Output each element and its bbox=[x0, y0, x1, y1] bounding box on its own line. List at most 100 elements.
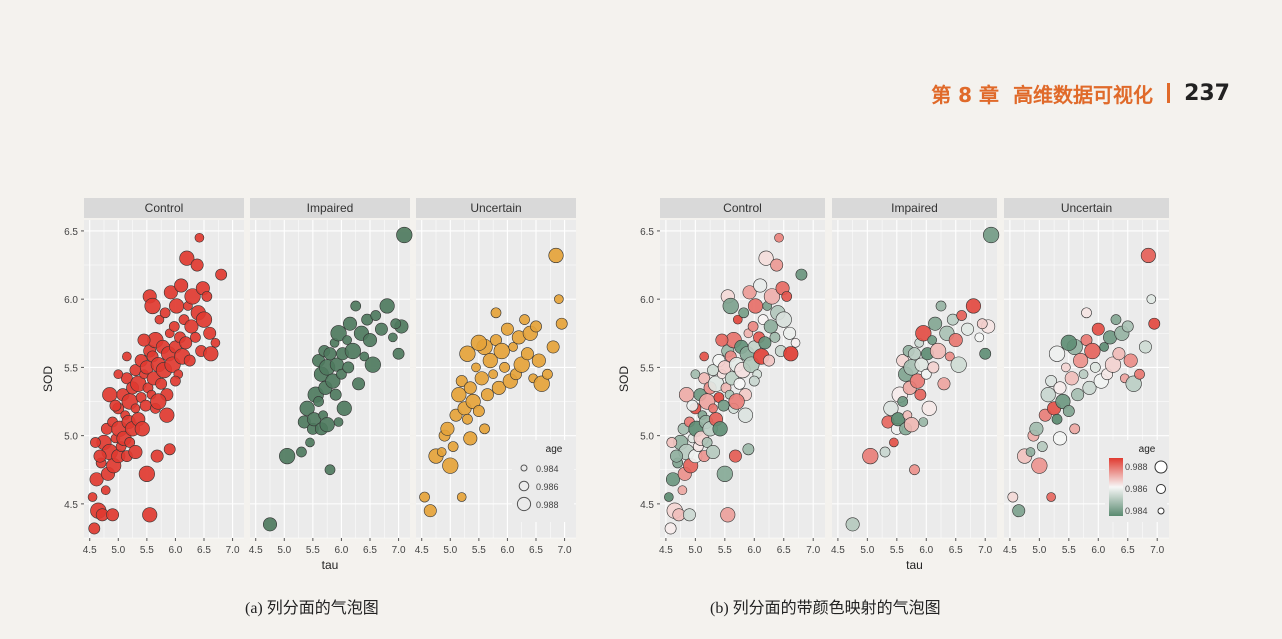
data-point bbox=[296, 446, 307, 458]
data-point bbox=[1064, 371, 1079, 386]
x-tick-label: 6.0 bbox=[168, 545, 182, 556]
data-point bbox=[508, 342, 518, 352]
data-point bbox=[465, 393, 481, 410]
data-point bbox=[1025, 447, 1036, 457]
data-point bbox=[493, 342, 510, 360]
data-point bbox=[1091, 322, 1105, 336]
data-point bbox=[928, 316, 943, 331]
x-tick-label: 7.0 bbox=[1150, 545, 1164, 556]
data-point bbox=[174, 278, 189, 293]
y-tick-label: 4.5 bbox=[640, 500, 654, 511]
data-point bbox=[440, 421, 455, 436]
data-point bbox=[128, 445, 143, 460]
data-point bbox=[1134, 368, 1145, 380]
y-tick-label: 6.5 bbox=[64, 227, 78, 238]
data-point bbox=[670, 449, 683, 463]
chapter-title: 高维数据可视化 bbox=[1013, 82, 1154, 107]
y-axis-label: SOD bbox=[41, 366, 55, 392]
data-point bbox=[333, 417, 344, 427]
data-point bbox=[480, 388, 494, 402]
data-point bbox=[1148, 317, 1161, 330]
x-tick-label: 4.5 bbox=[83, 545, 97, 556]
data-point bbox=[396, 226, 413, 244]
data-point bbox=[190, 332, 201, 343]
data-point bbox=[763, 354, 775, 367]
data-point bbox=[195, 311, 213, 328]
x-tick-label: 5.0 bbox=[277, 545, 291, 556]
data-point bbox=[747, 298, 764, 314]
data-point bbox=[329, 388, 342, 401]
legend-label: 0.984 bbox=[536, 464, 559, 474]
x-tick-label: 5.0 bbox=[443, 545, 457, 556]
data-point bbox=[490, 307, 502, 319]
data-point bbox=[342, 316, 357, 331]
data-point bbox=[909, 464, 920, 476]
legend-colorbar bbox=[1109, 458, 1123, 516]
x-tick-label: 5.0 bbox=[1032, 545, 1046, 556]
data-point bbox=[100, 485, 111, 496]
data-point bbox=[279, 448, 296, 465]
data-point bbox=[374, 322, 388, 336]
data-point bbox=[542, 368, 553, 380]
data-point bbox=[770, 258, 784, 272]
x-tick-label: 5.0 bbox=[860, 545, 874, 556]
data-point bbox=[1146, 294, 1157, 304]
data-point bbox=[342, 361, 355, 374]
data-point bbox=[447, 441, 459, 452]
caption-b: (b) 列分面的带颜色映射的气泡图 bbox=[710, 600, 941, 617]
x-tick-label: 4.5 bbox=[1003, 545, 1017, 556]
data-point bbox=[790, 338, 801, 348]
data-point bbox=[665, 472, 680, 487]
data-point bbox=[1104, 356, 1122, 373]
data-point bbox=[1007, 491, 1019, 503]
x-tick-label: 6.5 bbox=[529, 545, 543, 556]
x-tick-label: 7.0 bbox=[558, 545, 572, 556]
x-tick-label: 5.5 bbox=[472, 545, 486, 556]
x-tick-label: 6.5 bbox=[949, 545, 963, 556]
data-point bbox=[370, 310, 382, 321]
legend-label: 0.986 bbox=[1125, 484, 1148, 494]
data-point bbox=[548, 247, 564, 264]
legend-title: age bbox=[1139, 444, 1156, 455]
data-point bbox=[533, 375, 550, 392]
data-point bbox=[513, 356, 530, 373]
data-point bbox=[555, 317, 568, 330]
data-point bbox=[392, 347, 405, 360]
y-tick-label: 5.5 bbox=[64, 363, 78, 374]
data-point bbox=[436, 447, 447, 457]
y-tick-label: 6.0 bbox=[64, 295, 78, 306]
data-point bbox=[463, 431, 478, 446]
data-point bbox=[210, 338, 221, 348]
data-point bbox=[1053, 381, 1067, 395]
data-point bbox=[690, 369, 701, 380]
data-point bbox=[976, 318, 988, 330]
data-point bbox=[737, 407, 753, 423]
data-point bbox=[89, 472, 104, 487]
data-point bbox=[879, 446, 891, 458]
data-point bbox=[706, 445, 721, 460]
data-point bbox=[945, 351, 955, 362]
data-point bbox=[1123, 353, 1138, 368]
data-point bbox=[474, 371, 489, 386]
data-point bbox=[742, 285, 757, 300]
data-point bbox=[883, 400, 899, 416]
data-point bbox=[701, 437, 713, 448]
data-point bbox=[459, 345, 476, 362]
data-point bbox=[1045, 375, 1058, 387]
data-point bbox=[1061, 362, 1071, 373]
x-tick-label: 7.0 bbox=[978, 545, 992, 556]
data-point bbox=[1110, 314, 1122, 325]
facet-strip bbox=[1004, 198, 1169, 218]
data-point bbox=[155, 377, 168, 390]
data-point bbox=[889, 437, 899, 448]
data-point bbox=[783, 326, 797, 340]
data-point bbox=[154, 314, 165, 325]
data-point bbox=[183, 354, 196, 367]
data-point bbox=[1040, 387, 1056, 403]
x-tick-label: 6.0 bbox=[500, 545, 514, 556]
data-point bbox=[763, 288, 781, 305]
data-point bbox=[124, 437, 136, 448]
data-point bbox=[344, 342, 361, 360]
data-point bbox=[330, 325, 347, 342]
x-tick-label: 7.0 bbox=[226, 545, 240, 556]
